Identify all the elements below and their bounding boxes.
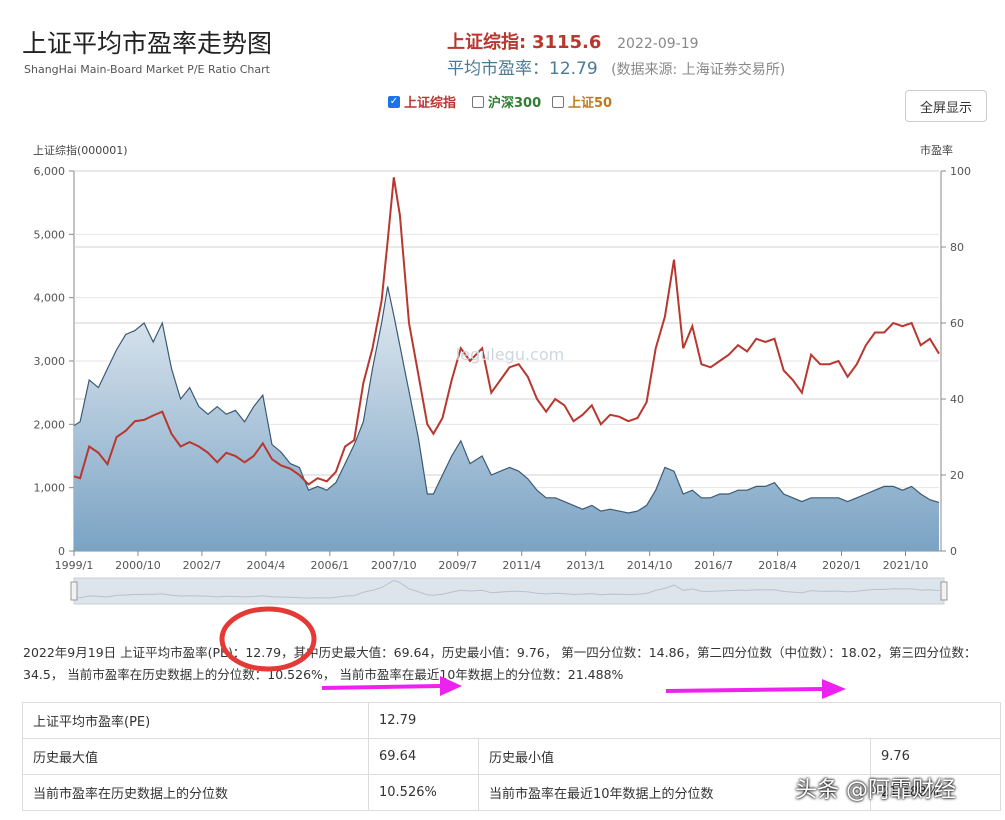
fullscreen-button[interactable]: 全屏显示 — [905, 90, 987, 122]
table-cell: 历史最大值 — [22, 738, 369, 775]
x-tick-label: 2018/4 — [758, 559, 797, 572]
checkbox-unchecked-icon[interactable] — [472, 95, 484, 108]
legend-label: 上证综指 — [404, 96, 457, 111]
x-tick-label: 2021/10 — [883, 559, 929, 572]
right-tick-label: 40 — [950, 393, 964, 406]
table-cell: 9.76 — [870, 738, 1001, 775]
x-tick-label: 2007/10 — [371, 559, 417, 572]
right-tick-label: 100 — [950, 165, 971, 178]
left-tick-label: 0 — [58, 545, 65, 558]
table-cell: 历史最小值 — [478, 738, 871, 775]
left-tick-label: 1,000 — [34, 482, 66, 495]
right-tick-label: 60 — [950, 317, 964, 330]
table-cell: 12.79 — [368, 702, 1001, 739]
checkbox-checked-icon[interactable]: ✓ — [388, 95, 400, 108]
index-value: 3115.6 — [531, 32, 602, 53]
page-title: 上证平均市盈率走势图 — [22, 29, 273, 58]
table-cell: 当前市盈率在最近10年数据上的分位数 — [478, 774, 871, 811]
x-tick-label: 2020/1 — [822, 559, 861, 572]
table-row: 当前市盈率在历史数据上的分位数 10.526% 当前市盈率在最近10年数据上的分… — [22, 774, 1001, 811]
pe-line — [73, 286, 940, 514]
annotation-circle — [219, 606, 317, 672]
table-cell: 10.526% — [368, 774, 479, 811]
x-tick-label: 2016/7 — [694, 559, 733, 572]
navigator-handle-right[interactable] — [940, 581, 948, 601]
legend-label: 上证50 — [568, 96, 613, 111]
legend-toggle-sh-composite[interactable]: ✓ 上证综指 — [388, 92, 456, 111]
left-tick-label: 4,000 — [34, 292, 66, 305]
page-subtitle: ShangHai Main-Board Market P/E Ratio Cha… — [24, 63, 270, 76]
x-tick-label: 2006/1 — [310, 559, 349, 572]
pe-area — [74, 286, 939, 551]
stats-table: 上证平均市盈率(PE) 12.79 历史最大值 69.64 历史最小值 9.76… — [22, 702, 1001, 811]
table-cell: 上证平均市盈率(PE) — [22, 702, 369, 739]
legend-label: 沪深300 — [488, 96, 542, 111]
table-row: 上证平均市盈率(PE) 12.79 — [22, 702, 1001, 739]
table-cell: 69.64 — [368, 738, 479, 775]
left-tick-label: 3,000 — [34, 355, 66, 368]
annotation-arrow — [321, 676, 462, 696]
pe-value: 12.79 — [549, 59, 598, 79]
x-tick-label: 1999/1 — [55, 559, 94, 572]
right-tick-label: 0 — [950, 545, 957, 558]
pe-label: 平均市盈率： — [447, 59, 549, 79]
legend-toggle-hs300[interactable]: 沪深300 — [472, 92, 541, 111]
x-tick-label: 2002/7 — [183, 559, 222, 572]
annotation-arrow — [665, 679, 846, 699]
index-date: 2022-09-19 — [617, 36, 699, 52]
right-axis-label: 市盈率 — [920, 143, 953, 157]
index-summary: 上证综指: 3115.6 2022-09-19 — [447, 28, 699, 54]
right-tick-label: 20 — [950, 469, 964, 482]
range-navigator[interactable] — [70, 577, 948, 605]
index-label: 上证综指: — [447, 32, 527, 53]
legend-toggle-sz50[interactable]: 上证50 — [552, 92, 612, 111]
axis-ticks: 0 1,000 2,000 3,000 4,000 5,000 6,000 0 20 40 60 80… — [34, 165, 972, 572]
table-cell: 21.488% — [870, 774, 1001, 811]
left-tick-label: 5,000 — [34, 228, 66, 241]
summary-paragraph: 2022年9月19日 上证平均市盈率(PE)：12.79，其中历史最大值：69.… — [23, 645, 977, 682]
pe-chart: 0 1,000 2,000 3,000 4,000 5,000 6,000 0 20 40 60 80… — [33, 143, 972, 605]
table-row: 历史最大值 69.64 历史最小值 9.76 — [22, 738, 1001, 775]
pe-summary: 平均市盈率：12.79 (数据来源: 上海证券交易所) — [447, 54, 785, 79]
x-tick-label: 2000/10 — [115, 559, 161, 572]
left-tick-label: 2,000 — [34, 418, 66, 431]
source-watermark: 头条 @阿霏财经 — [795, 778, 956, 803]
left-tick-label: 6,000 — [34, 165, 66, 178]
left-axis-label: 上证综指(000001) — [33, 143, 128, 157]
data-source: (数据来源: 上海证券交易所) — [611, 62, 786, 78]
right-tick-label: 80 — [950, 241, 964, 254]
chart-watermark: legulegu.com — [456, 345, 564, 364]
x-tick-label: 2014/10 — [627, 559, 673, 572]
x-tick-label: 2009/7 — [438, 559, 477, 572]
checkbox-unchecked-icon[interactable] — [552, 95, 564, 108]
navigator-handle-left[interactable] — [70, 581, 78, 601]
index-line — [73, 177, 940, 486]
x-tick-label: 2004/4 — [247, 559, 286, 572]
table-cell: 当前市盈率在历史数据上的分位数 — [22, 774, 369, 811]
x-tick-label: 2011/4 — [502, 559, 541, 572]
x-tick-label: 2013/1 — [566, 559, 605, 572]
